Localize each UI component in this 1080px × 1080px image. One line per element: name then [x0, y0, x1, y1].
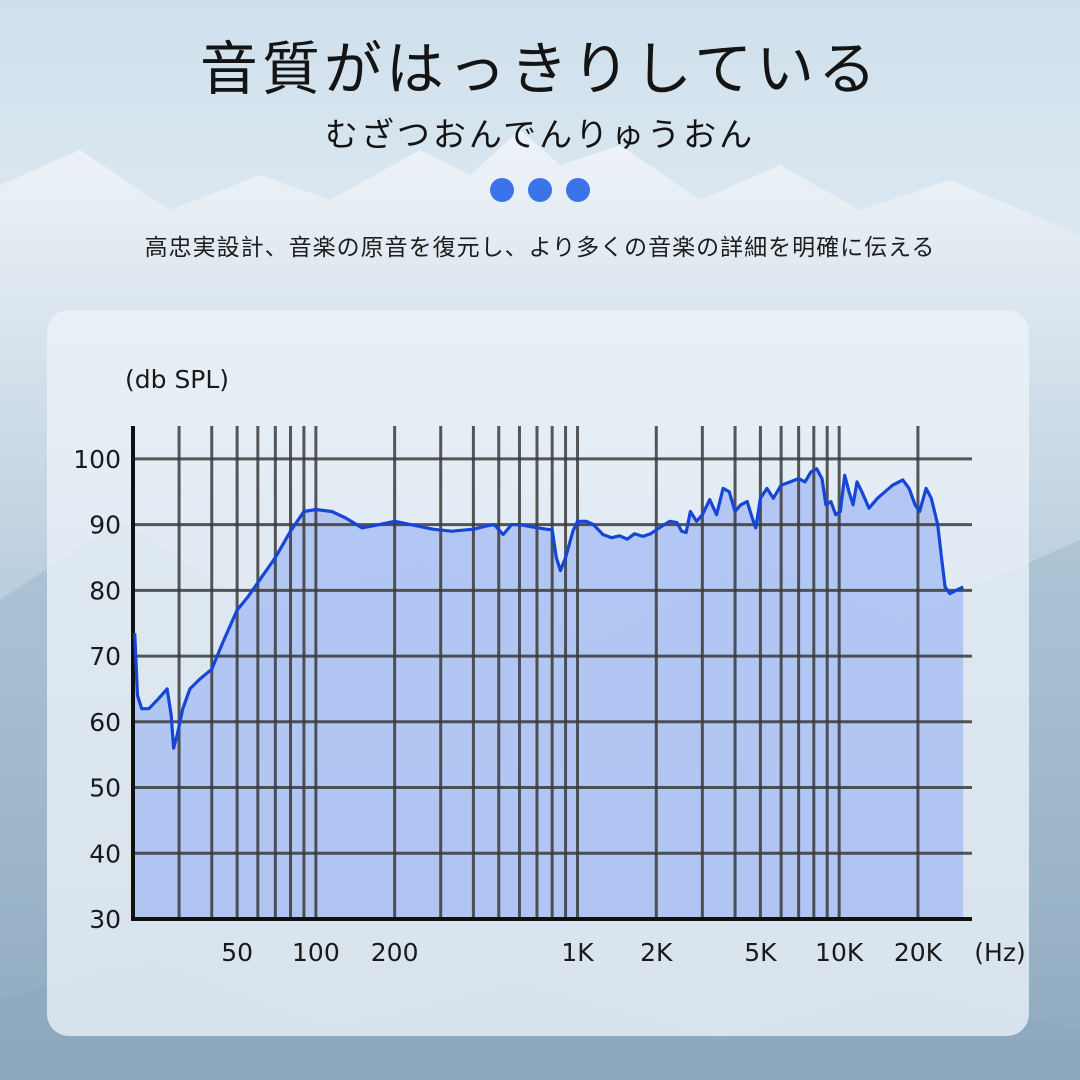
- y-tick-label: 90: [89, 511, 121, 540]
- description-text: 高忠実設計、音楽の原音を復元し、より多くの音楽の詳細を明確に伝える: [144, 235, 936, 261]
- frequency-response-chart: 30 40 50 60 70 80 90 100 50 100 200 1K 2K 5K 10K 20K (Hz…: [73, 365, 1025, 967]
- y-tick-label: 100: [73, 445, 121, 474]
- y-tick-label: 40: [89, 839, 121, 868]
- y-tick-label: 70: [89, 642, 121, 671]
- page-title: 音質がはっきりしている: [199, 35, 881, 103]
- x-tick-label: 2K: [640, 938, 673, 967]
- x-tick-label: 100: [292, 938, 340, 967]
- x-tick-label: 10K: [815, 938, 864, 967]
- response-curve: [133, 467, 964, 750]
- page-subtitle: むざつおんでんりゅうおん: [324, 115, 756, 154]
- y-axis-label: (db SPL): [125, 365, 229, 394]
- x-unit-label: (Hz): [974, 938, 1025, 967]
- decorative-dots: [0, 178, 1080, 202]
- y-tick-label: 80: [89, 576, 121, 605]
- dot-icon: [566, 178, 590, 202]
- x-tick-label: 5K: [744, 938, 777, 967]
- x-tick-label: 50: [221, 938, 253, 967]
- chart-panel: 30 40 50 60 70 80 90 100 50 100 200 1K 2K 5K 10K 20K (Hz…: [47, 310, 1029, 1036]
- dot-icon: [490, 178, 514, 202]
- x-tick-label: 1K: [561, 938, 594, 967]
- x-tick-label: 20K: [894, 938, 943, 967]
- x-tick-label: 200: [371, 938, 419, 967]
- dot-icon: [528, 178, 552, 202]
- y-tick-label: 30: [89, 905, 121, 934]
- response-area: [134, 468, 964, 919]
- y-tick-label: 60: [89, 708, 121, 737]
- y-tick-label: 50: [89, 774, 121, 803]
